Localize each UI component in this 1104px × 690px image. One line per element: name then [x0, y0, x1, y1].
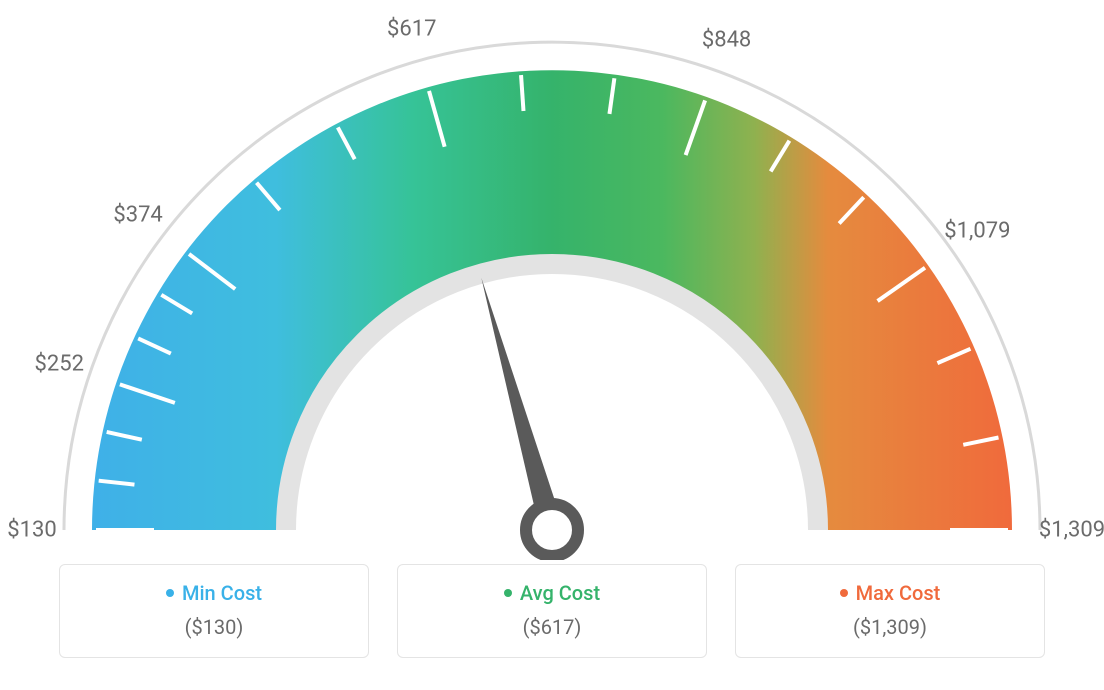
legend-card-min: Min Cost ($130) [59, 564, 369, 658]
legend-card-max: Max Cost ($1,309) [735, 564, 1045, 658]
legend-title-max: Max Cost [840, 581, 941, 605]
legend-row: Min Cost ($130) Avg Cost ($617) Max Cost… [0, 564, 1104, 658]
legend-dot-avg [504, 589, 512, 597]
gauge-svg [0, 0, 1104, 560]
gauge-scale-label: $1,309 [1039, 518, 1104, 543]
gauge-scale-label: $1,079 [944, 218, 1010, 243]
legend-value-max: ($1,309) [736, 615, 1044, 639]
gauge-scale-label: $617 [387, 17, 436, 42]
legend-label-max: Max Cost [856, 581, 941, 605]
legend-dot-min [166, 589, 174, 597]
legend-label-min: Min Cost [182, 581, 262, 605]
legend-title-min: Min Cost [166, 581, 262, 605]
legend-value-avg: ($617) [398, 615, 706, 639]
legend-title-avg: Avg Cost [504, 581, 600, 605]
gauge-scale-label: $130 [7, 518, 56, 543]
legend-value-min: ($130) [60, 615, 368, 639]
gauge-scale-label: $374 [113, 203, 162, 228]
legend-card-avg: Avg Cost ($617) [397, 564, 707, 658]
cost-gauge-container: $130 $252 $374 $617 $848 $1,079 $1,309 Min Cos… [0, 0, 1104, 690]
legend-dot-max [840, 589, 848, 597]
gauge-scale-label: $848 [702, 28, 751, 53]
gauge-scale-label: $252 [35, 351, 84, 376]
legend-label-avg: Avg Cost [520, 581, 600, 605]
gauge-chart: $130 $252 $374 $617 $848 $1,079 $1,309 [0, 0, 1104, 560]
